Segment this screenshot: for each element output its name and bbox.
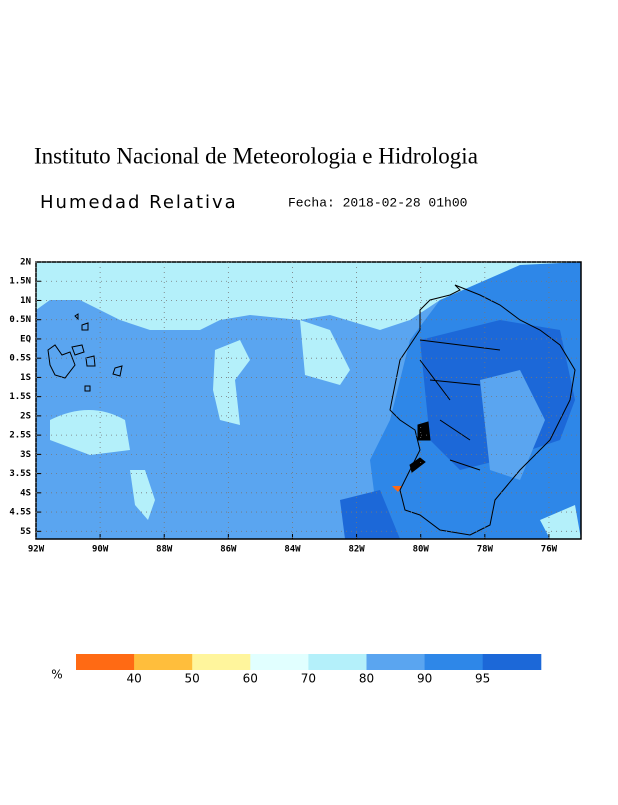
lat-label: 0.5N: [9, 315, 31, 325]
lat-label: 0.5S: [9, 354, 31, 364]
lat-label: 1S: [20, 373, 31, 383]
colorbar-swatch: [76, 654, 135, 670]
colorbar-label: 60: [243, 672, 258, 686]
title: Instituto Nacional de Meteorologia e Hid…: [34, 143, 478, 168]
colorbar-label: 80: [359, 672, 374, 686]
colorbar-label: 95: [475, 672, 490, 686]
colorbar-swatch: [308, 654, 367, 670]
lat-label: 3S: [20, 450, 31, 460]
colorbar-swatch: [250, 654, 309, 670]
colorbar-label: 70: [301, 672, 316, 686]
map-frame: [35, 261, 582, 540]
colorbar-swatch: [482, 654, 542, 670]
lat-label: 3.5S: [9, 469, 31, 479]
lat-label: 2S: [20, 411, 31, 421]
lon-label: 78W: [477, 545, 494, 555]
lat-label: 1.5S: [9, 392, 31, 402]
date: Fecha: 2018-02-28 01h00: [288, 195, 467, 210]
lon-label: 92W: [28, 545, 45, 555]
lat-label: 1.5N: [9, 277, 31, 287]
colorbar-label: 90: [417, 672, 432, 686]
lat-label: 4.5S: [9, 508, 31, 518]
colorbar-swatch: [366, 654, 426, 670]
lon-label: 90W: [92, 545, 109, 555]
lat-label: 2N: [20, 258, 31, 268]
lat-label: 2.5S: [9, 431, 31, 441]
lat-label: 1N: [20, 296, 31, 306]
lat-label: EQ: [20, 334, 31, 344]
lon-label: 80W: [413, 545, 430, 555]
lon-label: 86W: [220, 545, 237, 555]
colorbar-unit: %: [51, 668, 62, 682]
lon-label: 76W: [541, 545, 558, 555]
lon-label: 82W: [348, 545, 365, 555]
colorbar-swatch: [134, 654, 193, 670]
lat-label: 4S: [20, 488, 31, 498]
map-field: [36, 262, 581, 539]
lat-label: 5S: [20, 527, 31, 537]
colorbar-swatch: [192, 654, 251, 670]
lon-label: 88W: [156, 545, 173, 555]
colorbar-label: 50: [185, 672, 200, 686]
colorbar-swatch: [424, 654, 484, 670]
variable: Humedad Relativa: [40, 192, 238, 213]
lon-label: 84W: [284, 545, 301, 555]
colorbar-label: 40: [126, 672, 141, 686]
